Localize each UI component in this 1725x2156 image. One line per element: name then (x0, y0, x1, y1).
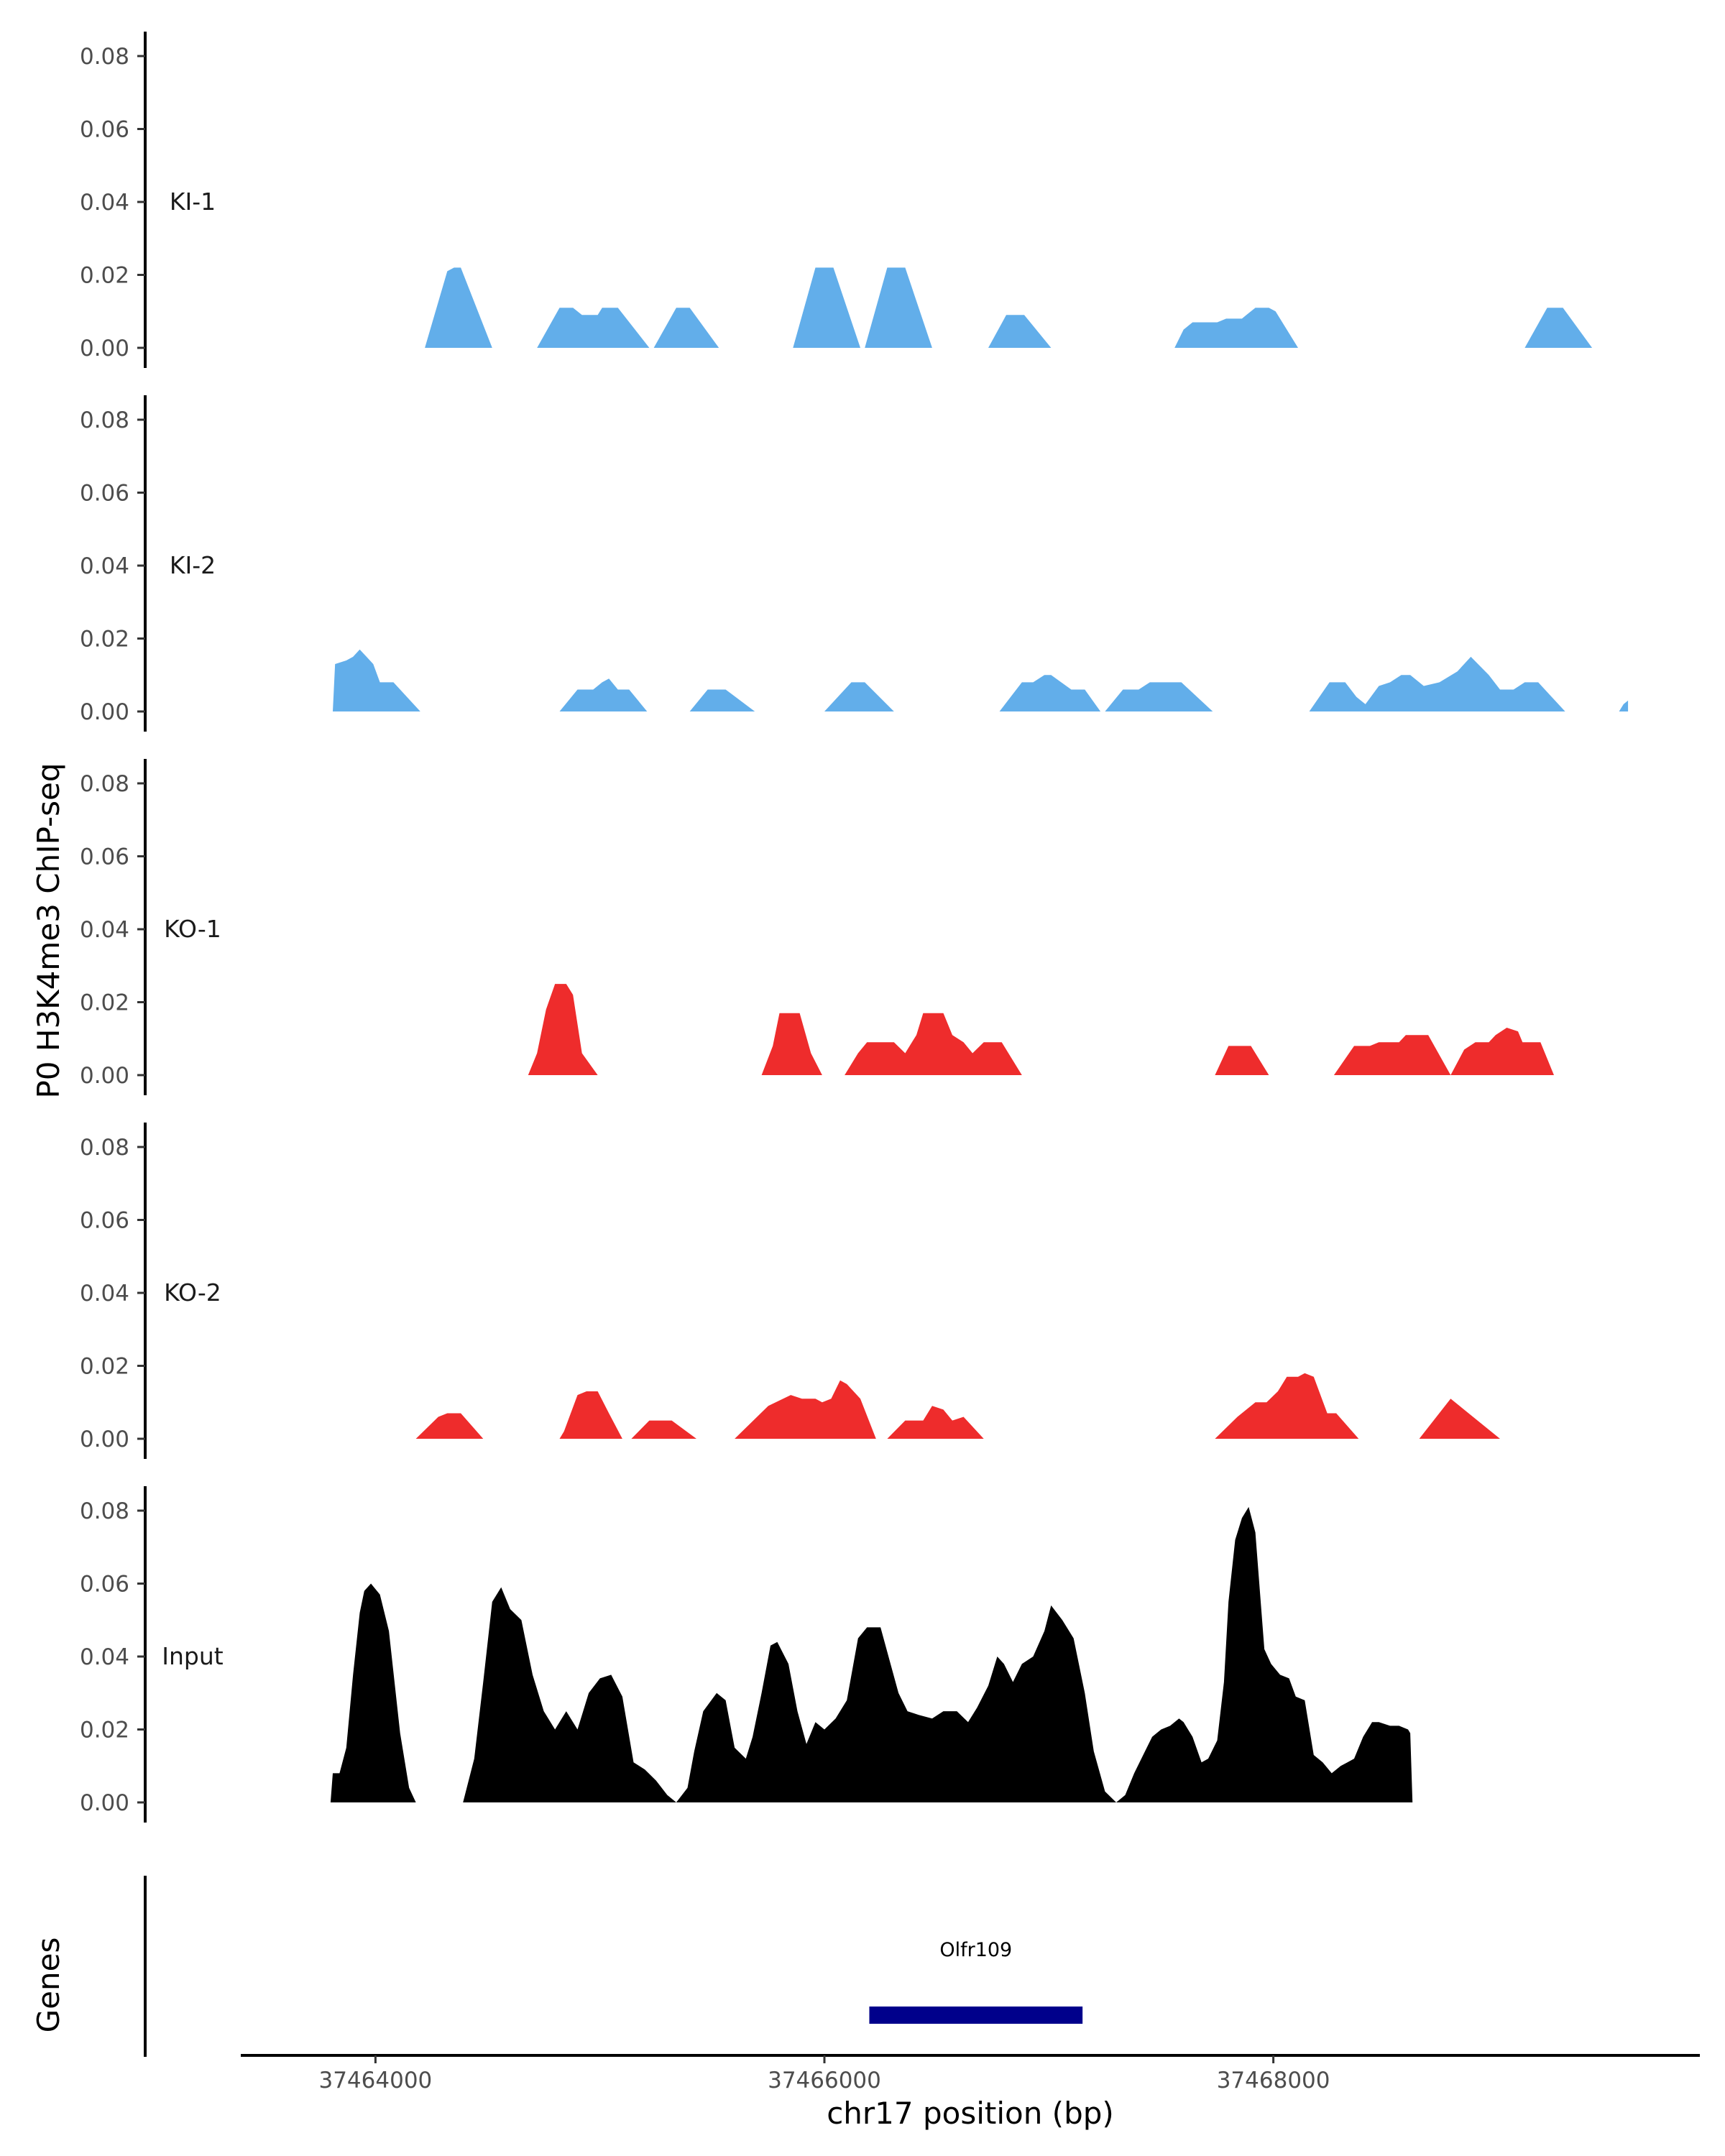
signal-area-ki-1 (793, 267, 860, 348)
y-tick-label: 0.06 (80, 1208, 129, 1234)
gene-label: Olfr109 (939, 1939, 1012, 1961)
track-label: KI-1 (170, 188, 216, 216)
signal-area-ki-2 (824, 682, 894, 711)
signal-area-ki-1 (865, 267, 932, 348)
x-tick-label: 37468000 (1217, 2068, 1330, 2093)
track-label: KO-1 (164, 915, 221, 943)
signal-area-ko-1 (1450, 1028, 1554, 1075)
x-axis-title: chr17 position (bp) (827, 2096, 1114, 2131)
y-tick-label: 0.00 (80, 336, 129, 361)
y-tick-label: 0.08 (80, 771, 129, 797)
y-tick-label: 0.00 (80, 1427, 129, 1452)
signal-area-ki-1 (653, 308, 719, 348)
y-tick-label: 0.04 (80, 1644, 129, 1670)
signal-area-ki-2 (1619, 700, 1629, 711)
track-label: Input (162, 1642, 224, 1670)
signal-area-ki-2 (1309, 656, 1565, 711)
y-tick-label: 0.06 (80, 117, 129, 143)
track-ki-2: 0.00 0.02 0.04 0.06 0.08 KI-2 (80, 395, 1629, 732)
signal-area-ki-2 (1105, 682, 1213, 711)
y-tick-label: 0.02 (80, 1354, 129, 1380)
track-ki-1: 0.00 0.02 0.04 0.06 0.08 KI-1 (80, 32, 1593, 368)
track-panels: 0.00 0.02 0.04 0.06 0.08 KI-1 0.00 0.02 0.04 0.06… (80, 32, 1629, 1823)
y-tick-label: 0.04 (80, 190, 129, 216)
y-tick-label: 0.08 (80, 1135, 129, 1161)
signal-area-input (330, 1583, 416, 1802)
x-tick-label: 37466000 (768, 2068, 881, 2093)
y-tick-label: 0.02 (80, 990, 129, 1016)
gene-body (869, 2007, 1083, 2024)
track-ko-1: 0.00 0.02 0.04 0.06 0.08 KO-1 (80, 759, 1554, 1095)
signal-area-ko-2 (631, 1420, 696, 1439)
y-tick-label: 0.04 (80, 1281, 129, 1307)
track-label: KO-2 (164, 1279, 221, 1307)
y-tick-label: 0.00 (80, 1063, 129, 1089)
track-ko-2: 0.00 0.02 0.04 0.06 0.08 KO-2 (80, 1123, 1500, 1459)
signal-area-ki-2 (689, 689, 755, 711)
signal-area-ko-1 (845, 1013, 1022, 1075)
track-label: KI-2 (170, 551, 216, 579)
signal-area-ki-1 (537, 308, 650, 348)
y-tick-label: 0.06 (80, 844, 129, 870)
y-tick-label: 0.08 (80, 44, 129, 70)
y-tick-label: 0.02 (80, 263, 129, 289)
signal-area-ko-2 (1215, 1373, 1359, 1439)
signal-area-ko-2 (1419, 1399, 1500, 1439)
x-tick-label: 37464000 (318, 2068, 432, 2093)
signal-area-ki-1 (988, 315, 1052, 348)
track-input: 0.00 0.02 0.04 0.06 0.08 Input (80, 1486, 1413, 1823)
x-axis: 37464000 37466000 37468000 (241, 2054, 1700, 2093)
y-tick-label: 0.08 (80, 1498, 129, 1524)
signal-area-ko-1 (1333, 1035, 1451, 1075)
signal-area-ko-2 (415, 1413, 484, 1439)
signal-area-ki-1 (1524, 308, 1593, 348)
genes-panel: Olfr109 (144, 1876, 1083, 2057)
genes-axis-title: Genes (31, 1938, 66, 2033)
signal-area-ki-2 (999, 675, 1101, 711)
y-tick-label: 0.04 (80, 553, 129, 579)
signal-area-ko-1 (528, 984, 598, 1075)
signal-area-ko-2 (887, 1406, 984, 1439)
y-tick-label: 0.02 (80, 1718, 129, 1743)
signal-area-ki-2 (559, 678, 648, 711)
signal-area-input (463, 1506, 1413, 1802)
y-tick-label: 0.08 (80, 407, 129, 433)
signal-area-ko-2 (559, 1391, 622, 1439)
signal-area-ki-1 (1174, 308, 1298, 348)
y-tick-label: 0.06 (80, 481, 129, 507)
signal-area-ki-1 (425, 267, 492, 348)
y-tick-label: 0.04 (80, 917, 129, 943)
signal-area-ko-1 (761, 1013, 822, 1075)
signal-area-ko-1 (1215, 1046, 1269, 1075)
y-axis-title: P0 H3K4me3 ChIP-seq (31, 763, 66, 1098)
y-tick-label: 0.02 (80, 627, 129, 653)
y-tick-label: 0.06 (80, 1572, 129, 1598)
signal-area-ko-2 (735, 1380, 876, 1439)
y-tick-label: 0.00 (80, 699, 129, 725)
signal-area-ki-2 (333, 649, 420, 711)
y-tick-label: 0.00 (80, 1790, 129, 1816)
